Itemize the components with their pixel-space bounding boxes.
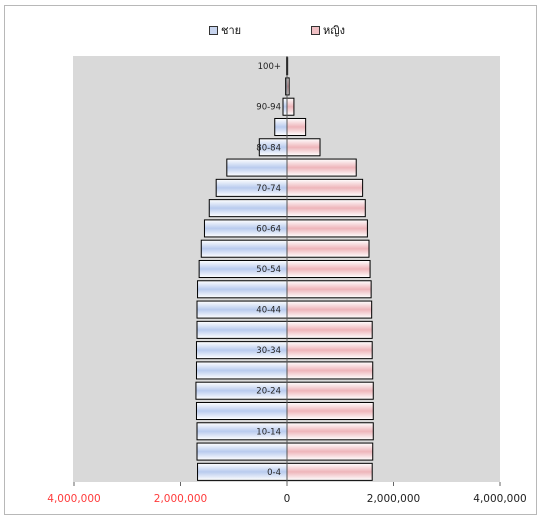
age-tick-label: 20-24 (256, 387, 281, 397)
bar-female-5-9 (286, 442, 374, 461)
x-tick-label: 0 (284, 493, 291, 505)
age-tick-label: 40-44 (256, 306, 281, 316)
age-tick-label: 90-94 (256, 103, 281, 113)
age-tick-label: 70-74 (256, 184, 281, 194)
bar-male-65-69 (208, 199, 288, 218)
bar-female-25-29 (286, 361, 374, 380)
bar-female-60-64 (286, 219, 368, 238)
bar-male-85-89 (274, 117, 288, 137)
legend-swatch-male (209, 25, 218, 35)
bar-female-20-24 (286, 381, 374, 400)
bar-female-65-69 (286, 199, 366, 218)
age-tick-label: 60-64 (256, 224, 281, 234)
bar-female-10-14 (286, 422, 374, 441)
bar-male-75-79 (226, 158, 288, 177)
bar-female-35-39 (286, 320, 373, 339)
bar-male-25-29 (195, 361, 288, 380)
x-tick-label: 2,000,000 (367, 493, 420, 505)
age-tick-label: 30-34 (256, 346, 281, 356)
x-tick-label: 4,000,000 (47, 493, 100, 505)
age-tick-label: 100+ (258, 62, 281, 72)
bar-female-90-94 (286, 97, 295, 116)
bars-layer (195, 57, 374, 481)
age-tick-label: 10-14 (256, 427, 281, 437)
legend-label-female: หญิง (323, 24, 345, 37)
bar-male-5-9 (196, 442, 288, 461)
bar-female-80-84 (286, 138, 321, 157)
bar-female-75-79 (286, 158, 357, 177)
legend-item-female: หญิง (311, 22, 345, 38)
x-tick-label: 2,000,000 (154, 493, 207, 505)
legend-swatch-female (311, 25, 320, 35)
legend-item-male: ชาย (209, 22, 241, 38)
bar-female-30-34 (286, 341, 373, 360)
age-tick-label: 80-84 (256, 143, 281, 153)
bar-female-0-4 (286, 462, 373, 481)
bar-female-15-19 (286, 401, 374, 421)
bar-female-85-89 (286, 117, 307, 137)
bar-male-45-49 (197, 280, 288, 299)
age-tick-labels: 0-4 10-14 20-24 30-34 40-44 50-54 60-64 70-74 80… (256, 62, 281, 478)
age-tick-label: 0-4 (267, 468, 281, 478)
bar-male-55-59 (200, 239, 288, 258)
bar-female-70-74 (286, 178, 364, 197)
bar-male-35-39 (196, 320, 288, 339)
bar-female-50-54 (286, 259, 371, 279)
bar-female-55-59 (286, 239, 370, 258)
x-axis-tick-labels: 4,000,000 2,000,000 0 2,000,000 4,000,000 (47, 482, 527, 505)
x-tick-label: 4,000,000 (473, 493, 526, 505)
bar-male-15-19 (195, 401, 288, 421)
age-tick-label: 50-54 (256, 265, 281, 275)
bar-male-90-94 (282, 97, 288, 116)
legend-label-male: ชาย (221, 24, 242, 37)
bar-female-45-49 (286, 280, 372, 299)
bar-female-40-44 (286, 300, 373, 319)
